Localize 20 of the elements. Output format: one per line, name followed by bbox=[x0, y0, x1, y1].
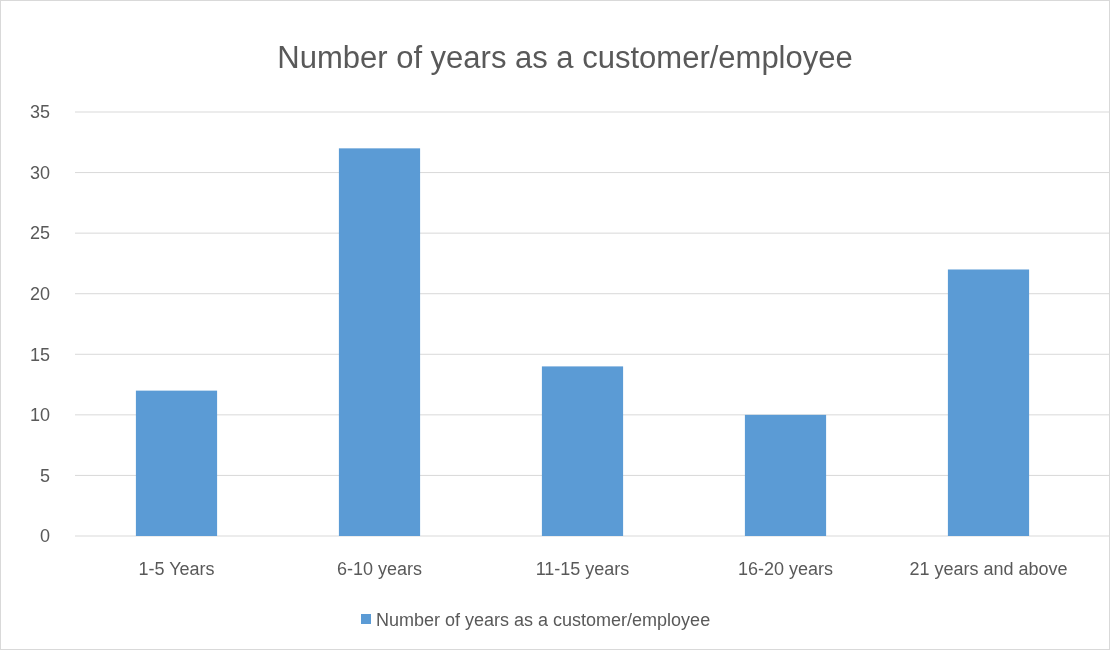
y-tick-label: 35 bbox=[29, 102, 50, 123]
bar bbox=[135, 390, 218, 536]
y-tick-label: 25 bbox=[29, 223, 50, 244]
x-tick-label: 16-20 years bbox=[737, 559, 834, 579]
x-tick-label: 1-5 Years bbox=[138, 559, 215, 579]
bar bbox=[338, 148, 421, 536]
x-tick-label: 6-10 years bbox=[336, 559, 423, 579]
bar bbox=[541, 366, 624, 536]
y-tick-label: 15 bbox=[29, 344, 50, 365]
y-tick-label: 0 bbox=[39, 526, 50, 547]
legend-label: Number of years as a customer/employee bbox=[376, 610, 711, 631]
y-tick-label: 30 bbox=[29, 162, 50, 183]
bar bbox=[947, 269, 1030, 536]
chart-title: Number of years as a customer/employee bbox=[277, 40, 853, 75]
y-tick-label: 20 bbox=[29, 284, 50, 305]
x-tick-label: 11-15 years bbox=[535, 559, 630, 579]
bar bbox=[744, 414, 827, 536]
y-tick-label: 10 bbox=[29, 405, 50, 426]
y-tick-label: 5 bbox=[39, 465, 50, 486]
x-tick-label: 21 years and above bbox=[909, 559, 1068, 579]
